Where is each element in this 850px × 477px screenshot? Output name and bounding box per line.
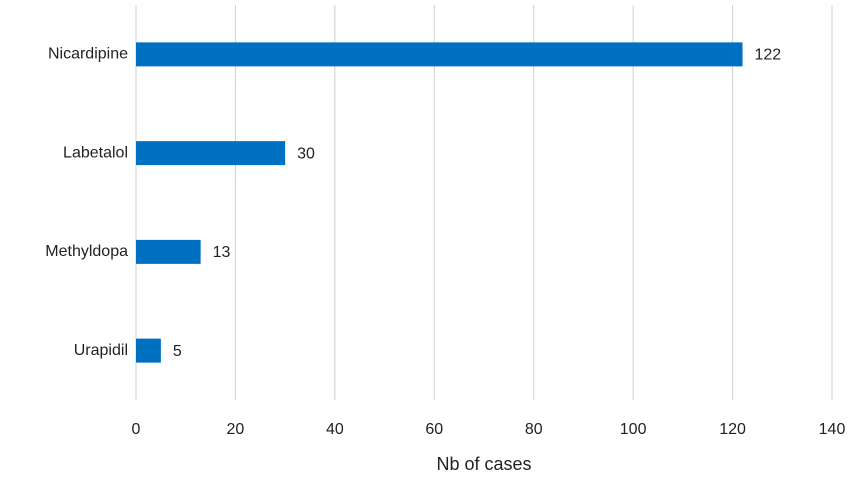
x-axis-label: Nb of cases xyxy=(436,454,531,474)
bar xyxy=(136,239,201,264)
bar xyxy=(136,338,161,363)
x-tick-label: 120 xyxy=(719,421,746,438)
x-tick-label: 20 xyxy=(227,421,245,438)
x-tick-label: 80 xyxy=(525,421,543,438)
bar xyxy=(136,141,286,166)
data-label: 5 xyxy=(173,343,182,360)
y-tick-label: Nicardipine xyxy=(48,46,128,63)
x-tick-label: 100 xyxy=(620,421,647,438)
y-tick-label: Urapidil xyxy=(74,342,128,359)
data-label: 30 xyxy=(297,145,315,162)
x-tick-label: 140 xyxy=(819,421,846,438)
bar xyxy=(136,42,743,67)
x-tick-label: 40 xyxy=(326,421,344,438)
data-label: 13 xyxy=(213,244,231,261)
x-tick-label: 60 xyxy=(425,421,443,438)
y-tick-label: Methyldopa xyxy=(45,243,128,260)
y-tick-label: Labetalol xyxy=(63,144,128,161)
x-tick-label: 0 xyxy=(132,421,141,438)
data-label: 122 xyxy=(755,47,782,64)
